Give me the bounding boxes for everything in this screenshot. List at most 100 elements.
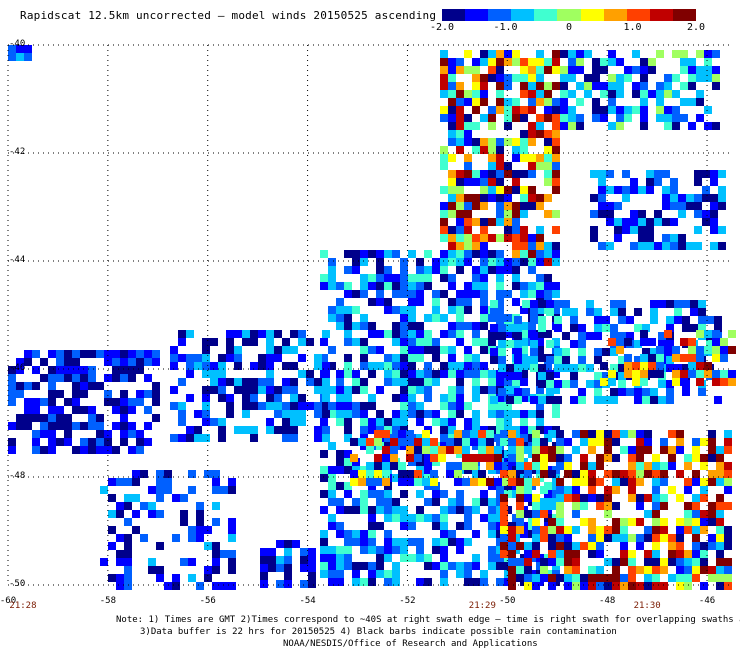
- wind-cell: [440, 554, 448, 562]
- wind-cell: [392, 514, 400, 522]
- wind-cell: [424, 578, 432, 586]
- wind-cell: [56, 390, 64, 398]
- wind-cell: [648, 58, 656, 66]
- wind-cell: [328, 522, 336, 530]
- wind-cell: [530, 340, 538, 348]
- wind-cell: [652, 518, 660, 526]
- wind-cell: [652, 582, 660, 590]
- wind-cell: [464, 370, 472, 378]
- wind-cell: [514, 332, 522, 340]
- wind-cell: [508, 526, 516, 534]
- wind-cell: [488, 106, 496, 114]
- wind-cell: [572, 550, 580, 558]
- wind-cell: [628, 454, 636, 462]
- wind-cell: [456, 538, 464, 546]
- wind-cell: [448, 98, 456, 106]
- wind-cell: [112, 446, 120, 454]
- wind-cell: [284, 580, 292, 588]
- wind-cell: [528, 290, 536, 298]
- wind-cell: [472, 178, 480, 186]
- wind-cell: [384, 266, 392, 274]
- wind-cell: [612, 518, 620, 526]
- wind-cell: [480, 386, 488, 394]
- wind-cell: [148, 502, 156, 510]
- wind-cell: [644, 494, 652, 502]
- wind-cell: [226, 410, 234, 418]
- wind-cell: [226, 402, 234, 410]
- swath-time-label: 21:28: [9, 601, 37, 611]
- wind-cell: [602, 348, 610, 356]
- wind-cell: [628, 462, 636, 470]
- wind-cell: [716, 582, 724, 590]
- wind-cell: [708, 470, 716, 478]
- wind-cell: [672, 346, 680, 354]
- wind-cell: [524, 574, 532, 582]
- wind-cell: [604, 446, 612, 454]
- wind-cell: [598, 210, 606, 218]
- wind-cell: [576, 114, 584, 122]
- wind-cell: [724, 534, 732, 542]
- wind-cell: [602, 324, 610, 332]
- wind-cell: [472, 274, 480, 282]
- wind-cell: [666, 340, 674, 348]
- wind-cell: [242, 378, 250, 386]
- wind-cell: [368, 522, 376, 530]
- wind-cell: [308, 580, 316, 588]
- wind-cell: [112, 422, 120, 430]
- wind-cell: [266, 394, 274, 402]
- wind-cell: [178, 410, 186, 418]
- wind-cell: [548, 582, 556, 590]
- wind-cell: [698, 388, 706, 396]
- wind-cell: [152, 390, 160, 398]
- wind-cell: [670, 202, 678, 210]
- wind-cell: [424, 498, 432, 506]
- wind-cell: [440, 82, 448, 90]
- wind-cell: [350, 438, 358, 446]
- wind-cell: [536, 306, 544, 314]
- wind-cell: [676, 566, 684, 574]
- wind-cell: [596, 574, 604, 582]
- wind-cell: [104, 390, 112, 398]
- wind-cell: [680, 338, 688, 346]
- wind-cell: [306, 370, 314, 378]
- wind-cell: [186, 330, 194, 338]
- wind-cell: [520, 378, 528, 386]
- wind-cell: [424, 466, 432, 474]
- wind-cell: [448, 114, 456, 122]
- wind-cell: [568, 122, 576, 130]
- wind-cell: [120, 398, 128, 406]
- wind-cell: [212, 502, 220, 510]
- wind-cell: [258, 378, 266, 386]
- wind-cell: [124, 574, 132, 582]
- wind-cell: [520, 258, 528, 266]
- wind-cell: [644, 470, 652, 478]
- wind-cell: [480, 218, 488, 226]
- wind-cell: [274, 346, 282, 354]
- wind-cell: [344, 266, 352, 274]
- wind-cell: [480, 234, 488, 242]
- wind-cell: [496, 234, 504, 242]
- wind-cell: [344, 554, 352, 562]
- wind-cell: [178, 338, 186, 346]
- wind-cell: [620, 478, 628, 486]
- wind-cell: [172, 494, 180, 502]
- wind-cell: [716, 574, 724, 582]
- wind-cell: [486, 462, 494, 470]
- wind-cell: [606, 170, 614, 178]
- wind-cell: [136, 430, 144, 438]
- wind-cell: [170, 402, 178, 410]
- wind-cell: [336, 394, 344, 402]
- wind-cell: [228, 486, 236, 494]
- wind-cell: [528, 234, 536, 242]
- wind-cell: [536, 194, 544, 202]
- wind-cell: [696, 362, 704, 370]
- wind-cell: [546, 356, 554, 364]
- wind-cell: [696, 354, 704, 362]
- wind-cell: [624, 338, 632, 346]
- wind-cell: [376, 282, 384, 290]
- wind-cell: [212, 478, 220, 486]
- wind-cell: [448, 402, 456, 410]
- wind-cell: [112, 374, 120, 382]
- wind-cell: [504, 218, 512, 226]
- wind-cell: [360, 290, 368, 298]
